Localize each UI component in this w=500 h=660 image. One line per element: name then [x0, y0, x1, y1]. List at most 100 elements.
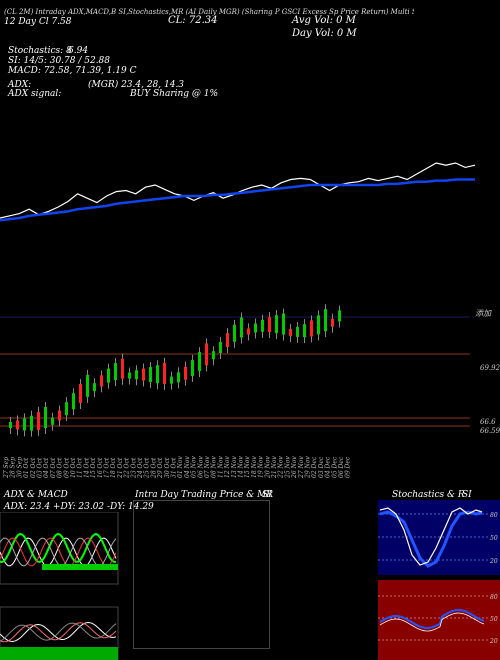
intraday-title: Intra Day Trading Price & MR [135, 490, 274, 500]
candle-up [317, 315, 320, 335]
candle-down [268, 317, 271, 333]
candle-up [240, 317, 243, 338]
candle-up [296, 326, 299, 337]
price-label-2: 66.6 [480, 418, 496, 426]
date-label: 19 Nov [258, 456, 265, 478]
day-close: 12 Day Cl 7.58 [4, 17, 72, 27]
stoch-level-80: 80 [490, 512, 498, 519]
date-label: 12 Nov [224, 456, 231, 478]
rsi-signal-line [379, 612, 485, 632]
date-label: 27 Nov [298, 456, 305, 479]
candle-up [254, 323, 257, 333]
date-label: 04 Dec [325, 456, 332, 478]
date-label: 08 Nov [211, 456, 218, 478]
stoch-level-20: 20 [489, 558, 498, 565]
candle-down [184, 366, 187, 380]
stoch-fast-line [379, 507, 483, 566]
macd-values: MACD: 72.58, 71.39, 1.19 C [8, 66, 137, 76]
date-label: 29 Oct [157, 457, 164, 479]
date-label: 13 Nov [231, 456, 238, 478]
adx-panel-values: ADX: 23.4 +DY: 23.02 -DY: 14.29 [4, 502, 154, 512]
date-label: 03 Oct [37, 457, 44, 478]
date-label: 11 Oct [77, 457, 84, 478]
intraday-si: SI [262, 490, 272, 500]
candle-down [205, 343, 208, 366]
day-volume: Day Vol: 0 M [292, 28, 357, 39]
candle-up [219, 342, 222, 354]
candle-up [212, 351, 215, 360]
candle-down [247, 328, 250, 335]
date-label: 28 Sep [10, 457, 17, 479]
rsi-level-20: 20 [489, 638, 498, 645]
moving-average-line [0, 178, 475, 222]
stoch-rsi-panel: 80 50 20 80 50 20 [378, 500, 500, 660]
adx-signal-label: ADX signal: [8, 89, 62, 99]
chart-header: (CL 2M) Intraday ADX,MACD,B SI,Stochasti… [4, 8, 414, 16]
candle-down [289, 328, 292, 336]
date-label: 28 Oct [150, 457, 157, 479]
date-label: 02 Oct [30, 457, 37, 478]
candle-down [37, 411, 40, 430]
candle-down [100, 375, 103, 387]
candle-up [23, 418, 26, 431]
date-label: 20 Nov [264, 456, 271, 479]
price-axis-top: 添加 [475, 309, 492, 318]
date-label: 15 Nov [244, 456, 251, 478]
date-label: 29 Nov [305, 456, 312, 479]
date-label: 24 Oct [137, 457, 144, 479]
date-label: 07 Nov [204, 456, 211, 478]
date-label: 05 Nov [191, 456, 198, 478]
close-value: CL: 72.34 [168, 15, 218, 26]
macd-line [0, 622, 117, 643]
candle-up [198, 352, 201, 372]
rsi-level-50: 50 [490, 616, 498, 623]
date-label: 31 Oct [171, 457, 178, 478]
candle-up [191, 359, 194, 376]
adx-box [0, 512, 119, 585]
date-label: 27 Sep [3, 457, 10, 479]
stochastics-label: Stochastics: 8 [8, 46, 72, 56]
main-chart: 添加 69.92 66.6 66.59 27 Sep 28 Sep 30 Sep 01… [0, 162, 500, 479]
candle-up [93, 383, 96, 392]
date-label: 07 Oct [50, 457, 57, 478]
date-label: 14 Nov [238, 456, 245, 478]
date-label: 11 Nov [217, 456, 224, 478]
date-label: 17 Oct [104, 457, 111, 478]
date-label: 18 Nov [251, 456, 258, 478]
date-label: 04 Nov [184, 456, 191, 478]
candle-up [149, 367, 152, 383]
adx-values: (MGR) 23.4, 28, 14.3 [88, 80, 185, 90]
date-label: 25 Oct [144, 457, 151, 479]
date-label: 14 Oct [83, 457, 90, 478]
date-label: 30 Sep [16, 457, 23, 478]
candle-up [177, 372, 180, 383]
candle-up [44, 406, 47, 428]
candle-down [310, 320, 313, 337]
date-label: 06 Nov [197, 456, 204, 478]
date-label: 09 Dec [345, 456, 352, 478]
date-label: 22 Nov [278, 456, 285, 479]
candle-up [114, 363, 117, 381]
candle-up [156, 365, 159, 384]
candle-up [107, 368, 110, 383]
stochastics-value: 6.94 [68, 46, 89, 56]
stoch-si: SI [462, 490, 472, 500]
macd-line [0, 622, 117, 642]
adx-histogram [42, 564, 118, 570]
date-label: 03 Dec [318, 456, 325, 478]
candle-down [331, 318, 334, 327]
date-label: 16 Oct [97, 457, 104, 478]
date-label: 15 Oct [90, 457, 97, 478]
si-values: SI: 14/5: 30.78 / 52.88 [8, 56, 111, 66]
candle-up [86, 374, 89, 397]
candle-up [128, 372, 131, 379]
candle-up [51, 417, 54, 425]
macd-line [0, 621, 117, 643]
date-label: 01 Nov [177, 456, 184, 478]
adx-line [0, 537, 117, 567]
buy-signal: BUY Sharing @ 1% [130, 89, 219, 99]
date-label: 05 Dec [331, 456, 338, 478]
date-label: 26 Nov [291, 456, 298, 479]
date-label: 22 Oct [124, 457, 131, 479]
date-label: 21 Nov [271, 456, 278, 479]
